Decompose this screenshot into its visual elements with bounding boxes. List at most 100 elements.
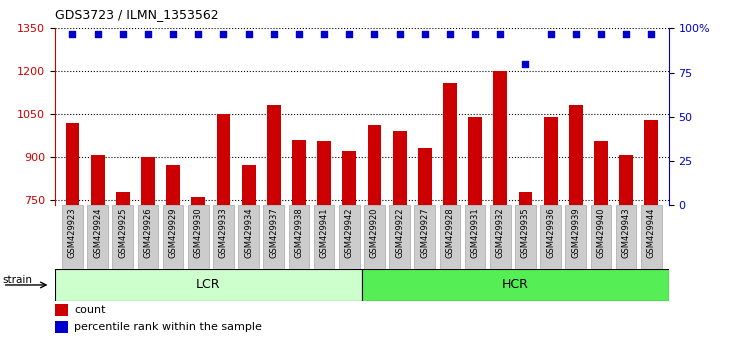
Bar	[468, 117, 482, 354]
Text: GSM429930: GSM429930	[194, 207, 202, 258]
Bar	[544, 117, 558, 354]
FancyBboxPatch shape	[591, 205, 611, 269]
Bar	[518, 193, 532, 354]
Point	[293, 31, 305, 36]
FancyBboxPatch shape	[339, 205, 360, 269]
FancyBboxPatch shape	[364, 205, 385, 269]
Text: GSM429925: GSM429925	[118, 207, 127, 258]
Point	[368, 31, 380, 36]
Point	[494, 31, 506, 36]
FancyBboxPatch shape	[289, 205, 309, 269]
FancyBboxPatch shape	[137, 205, 158, 269]
Bar	[644, 120, 658, 354]
FancyBboxPatch shape	[515, 205, 536, 269]
FancyBboxPatch shape	[540, 205, 561, 269]
Text: GSM429922: GSM429922	[395, 207, 404, 258]
Text: GSM429936: GSM429936	[546, 207, 555, 258]
Point	[469, 31, 481, 36]
Bar	[368, 125, 382, 354]
Bar	[55, 304, 68, 316]
FancyBboxPatch shape	[55, 269, 362, 301]
Text: GSM429941: GSM429941	[319, 207, 329, 258]
FancyBboxPatch shape	[213, 205, 234, 269]
Point	[545, 31, 556, 36]
FancyBboxPatch shape	[439, 205, 461, 269]
Bar	[242, 165, 256, 354]
Bar	[267, 105, 281, 354]
FancyBboxPatch shape	[616, 205, 637, 269]
Point	[67, 31, 78, 36]
Text: GSM429920: GSM429920	[370, 207, 379, 258]
Point	[117, 31, 129, 36]
FancyBboxPatch shape	[188, 205, 208, 269]
Bar	[216, 114, 230, 354]
Point	[344, 31, 355, 36]
Text: GSM429943: GSM429943	[621, 207, 631, 258]
FancyBboxPatch shape	[263, 205, 284, 269]
Point	[595, 31, 607, 36]
Text: GSM429927: GSM429927	[420, 207, 429, 258]
Bar	[292, 140, 306, 354]
FancyBboxPatch shape	[163, 205, 183, 269]
Text: LCR: LCR	[196, 279, 221, 291]
Bar	[418, 148, 432, 354]
FancyBboxPatch shape	[490, 205, 510, 269]
Text: GSM429924: GSM429924	[93, 207, 102, 258]
FancyBboxPatch shape	[414, 205, 435, 269]
Text: HCR: HCR	[502, 279, 529, 291]
Point	[645, 31, 657, 36]
Bar	[619, 155, 633, 354]
Text: GSM429939: GSM429939	[571, 207, 580, 258]
Point	[92, 31, 104, 36]
Bar	[192, 197, 205, 354]
Text: count: count	[75, 305, 106, 315]
FancyBboxPatch shape	[62, 205, 83, 269]
Bar	[393, 131, 406, 354]
Bar	[569, 105, 583, 354]
Bar	[166, 165, 180, 354]
Text: GSM429932: GSM429932	[496, 207, 505, 258]
Bar	[443, 82, 457, 354]
Text: GSM429933: GSM429933	[219, 207, 228, 258]
Bar	[342, 151, 356, 354]
Point	[192, 31, 204, 36]
Point	[419, 31, 431, 36]
Bar	[317, 141, 331, 354]
Text: GDS3723 / ILMN_1353562: GDS3723 / ILMN_1353562	[55, 8, 219, 21]
Point	[318, 31, 330, 36]
Point	[444, 31, 455, 36]
Point	[520, 61, 531, 67]
Bar	[91, 155, 105, 354]
Text: GSM429935: GSM429935	[521, 207, 530, 258]
FancyBboxPatch shape	[566, 205, 586, 269]
Text: GSM429938: GSM429938	[295, 207, 303, 258]
Point	[167, 31, 179, 36]
Bar	[115, 193, 129, 354]
Bar	[493, 71, 507, 354]
Text: GSM429934: GSM429934	[244, 207, 253, 258]
Point	[268, 31, 280, 36]
Bar	[55, 321, 68, 333]
Text: GSM429931: GSM429931	[471, 207, 480, 258]
Text: strain: strain	[3, 275, 33, 285]
FancyBboxPatch shape	[641, 205, 662, 269]
Point	[570, 31, 582, 36]
Bar	[141, 157, 155, 354]
Point	[243, 31, 254, 36]
FancyBboxPatch shape	[238, 205, 259, 269]
FancyBboxPatch shape	[314, 205, 334, 269]
Text: GSM429940: GSM429940	[596, 207, 605, 258]
Text: GSM429937: GSM429937	[269, 207, 279, 258]
Text: GSM429923: GSM429923	[68, 207, 77, 258]
Text: GSM429926: GSM429926	[143, 207, 153, 258]
Bar	[66, 122, 80, 354]
Point	[218, 31, 230, 36]
Text: GSM429942: GSM429942	[345, 207, 354, 258]
Point	[620, 31, 632, 36]
FancyBboxPatch shape	[465, 205, 485, 269]
Point	[394, 31, 406, 36]
FancyBboxPatch shape	[113, 205, 133, 269]
FancyBboxPatch shape	[87, 205, 108, 269]
FancyBboxPatch shape	[390, 205, 410, 269]
Text: percentile rank within the sample: percentile rank within the sample	[75, 322, 262, 332]
